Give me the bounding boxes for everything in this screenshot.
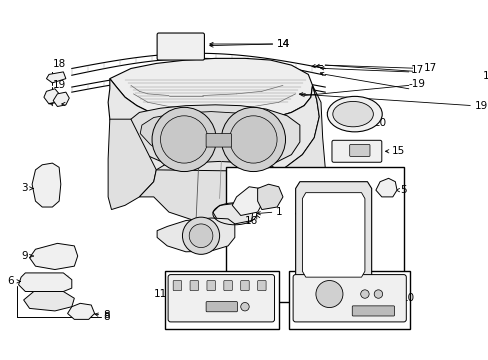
FancyBboxPatch shape bbox=[168, 275, 274, 322]
Polygon shape bbox=[295, 204, 320, 221]
Text: 7: 7 bbox=[332, 207, 339, 217]
Bar bbox=[288, 271, 409, 329]
Polygon shape bbox=[29, 243, 78, 270]
FancyBboxPatch shape bbox=[240, 280, 249, 291]
Circle shape bbox=[189, 224, 212, 248]
Text: 4: 4 bbox=[295, 302, 302, 312]
FancyBboxPatch shape bbox=[351, 306, 394, 316]
Text: 19: 19 bbox=[474, 101, 487, 111]
Circle shape bbox=[229, 116, 277, 163]
Circle shape bbox=[160, 116, 207, 163]
Text: 13: 13 bbox=[211, 302, 224, 312]
Text: 15: 15 bbox=[391, 146, 405, 156]
Polygon shape bbox=[110, 58, 312, 122]
Text: 20: 20 bbox=[373, 118, 386, 127]
Text: 14: 14 bbox=[277, 39, 290, 49]
Text: 19: 19 bbox=[52, 80, 65, 90]
Circle shape bbox=[240, 302, 249, 311]
FancyBboxPatch shape bbox=[206, 280, 215, 291]
Text: -19: -19 bbox=[408, 79, 425, 89]
FancyBboxPatch shape bbox=[349, 144, 369, 156]
Text: 9: 9 bbox=[21, 251, 28, 261]
Text: 18: 18 bbox=[52, 59, 65, 69]
Polygon shape bbox=[278, 85, 325, 197]
FancyBboxPatch shape bbox=[173, 280, 181, 291]
Text: 2: 2 bbox=[190, 228, 197, 237]
Text: 11: 11 bbox=[153, 289, 166, 299]
Polygon shape bbox=[53, 92, 69, 107]
Text: 8: 8 bbox=[103, 310, 109, 320]
Polygon shape bbox=[44, 89, 59, 104]
Text: 8: 8 bbox=[103, 312, 109, 322]
FancyBboxPatch shape bbox=[157, 33, 204, 60]
Polygon shape bbox=[108, 119, 156, 210]
Text: 12: 12 bbox=[170, 307, 183, 317]
FancyBboxPatch shape bbox=[331, 140, 381, 162]
Polygon shape bbox=[375, 178, 396, 197]
Bar bbox=[226, 167, 403, 302]
Text: 3: 3 bbox=[21, 184, 28, 193]
Polygon shape bbox=[46, 72, 66, 83]
Text: 12: 12 bbox=[392, 307, 405, 318]
Text: 6: 6 bbox=[7, 276, 13, 286]
FancyBboxPatch shape bbox=[205, 302, 237, 312]
Polygon shape bbox=[19, 273, 72, 292]
Polygon shape bbox=[32, 163, 61, 207]
FancyBboxPatch shape bbox=[224, 280, 232, 291]
Polygon shape bbox=[295, 182, 371, 285]
Polygon shape bbox=[139, 170, 286, 224]
Polygon shape bbox=[212, 203, 253, 224]
Text: 1: 1 bbox=[276, 207, 282, 217]
Circle shape bbox=[182, 217, 219, 254]
FancyBboxPatch shape bbox=[292, 275, 406, 322]
Polygon shape bbox=[157, 218, 234, 252]
Polygon shape bbox=[67, 303, 94, 319]
Ellipse shape bbox=[326, 96, 382, 132]
Polygon shape bbox=[140, 112, 278, 163]
Circle shape bbox=[360, 290, 368, 298]
Ellipse shape bbox=[332, 102, 373, 127]
Circle shape bbox=[373, 290, 382, 298]
Polygon shape bbox=[108, 78, 319, 180]
Polygon shape bbox=[232, 187, 263, 216]
Polygon shape bbox=[129, 105, 299, 169]
Polygon shape bbox=[153, 161, 283, 199]
Circle shape bbox=[152, 107, 216, 172]
FancyBboxPatch shape bbox=[205, 134, 231, 147]
Polygon shape bbox=[23, 292, 74, 311]
Text: 16: 16 bbox=[244, 216, 258, 226]
Text: 5: 5 bbox=[400, 185, 406, 195]
Polygon shape bbox=[257, 184, 283, 210]
FancyBboxPatch shape bbox=[190, 280, 198, 291]
Text: 17: 17 bbox=[410, 65, 423, 75]
Polygon shape bbox=[302, 193, 364, 277]
Text: 17: 17 bbox=[482, 71, 488, 81]
Text: 10: 10 bbox=[401, 293, 414, 303]
Circle shape bbox=[315, 280, 342, 307]
Text: 13: 13 bbox=[341, 293, 354, 303]
FancyBboxPatch shape bbox=[257, 280, 265, 291]
Circle shape bbox=[221, 107, 285, 172]
Bar bbox=[164, 271, 278, 329]
Text: 14: 14 bbox=[277, 39, 290, 49]
Text: 17: 17 bbox=[423, 63, 436, 73]
